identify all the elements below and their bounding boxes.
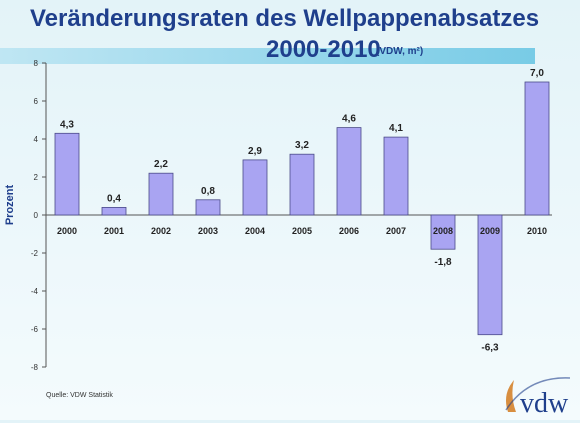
- bar-2003: [195, 199, 221, 216]
- y-tick-label: 8: [34, 59, 39, 68]
- bar-2005: [289, 153, 315, 216]
- value-label-2008: -1,8: [434, 257, 452, 268]
- bar-2004: [242, 159, 268, 216]
- bar-2010: [524, 81, 550, 216]
- x-tick-label-2005: 2005: [292, 226, 312, 236]
- bar-2001: [101, 206, 127, 216]
- x-tick-label-2008: 2008: [433, 226, 453, 236]
- chart-title-line1: Veränderungsraten des Wellpappenabsatzes: [30, 5, 540, 32]
- y-tick-label: -2: [31, 249, 39, 258]
- bars: [54, 81, 550, 336]
- x-tick-label-2006: 2006: [339, 226, 359, 236]
- vdw-logo-graphic: vdw: [505, 377, 571, 419]
- value-label-2006: 4,6: [342, 114, 356, 125]
- logo-text: vdw: [520, 388, 569, 418]
- x-tick-label-2000: 2000: [57, 226, 77, 236]
- y-tick-label: -6: [31, 325, 39, 334]
- source-note: Quelle: VDW Statistik: [46, 392, 113, 399]
- value-label-2010: 7,0: [530, 68, 544, 79]
- x-tick-label-2007: 2007: [386, 226, 406, 236]
- value-label-2007: 4,1: [389, 123, 403, 134]
- title-band: [0, 48, 535, 64]
- y-axis: -8 -6 -4 -2 0 2 4 6 8: [31, 59, 552, 372]
- y-axis-label: Prozent: [4, 184, 16, 225]
- bar-2002: [148, 172, 174, 216]
- bar-2006: [336, 127, 362, 216]
- y-tick-label: -8: [31, 363, 39, 372]
- bar-2008: [430, 214, 456, 250]
- bar-2000: [54, 132, 80, 216]
- value-label-2000: 4,3: [60, 119, 74, 130]
- y-tick-label: 0: [34, 211, 39, 220]
- value-labels: 4,3 0,4 2,2 0,8 2,9 3,2 4,6 4,1 -1,8 -6,3 7,0: [60, 68, 544, 354]
- x-tick-label-2009: 2009: [480, 226, 500, 236]
- bar-2009: [477, 214, 503, 336]
- x-tick-label-2001: 2001: [104, 226, 124, 236]
- value-label-2001: 0,4: [107, 193, 121, 204]
- x-tick-label-2010: 2010: [527, 226, 547, 236]
- y-tick-label: -4: [31, 287, 39, 296]
- value-label-2003: 0,8: [201, 186, 215, 197]
- value-label-2004: 2,9: [248, 146, 262, 157]
- logo-arc: [505, 377, 571, 411]
- vdw-logo: vdw: [498, 372, 578, 419]
- y-tick-label: 2: [34, 173, 39, 182]
- y-tick-label: 4: [34, 135, 39, 144]
- chart-title-line2: 2000-2010: [266, 36, 381, 63]
- x-tick-label-2003: 2003: [198, 226, 218, 236]
- value-label-2009: -6,3: [481, 343, 499, 354]
- bar-2007: [383, 136, 409, 216]
- x-tick-label-2002: 2002: [151, 226, 171, 236]
- chart-subtitle: (VDW, m²): [376, 46, 424, 57]
- x-tick-labels: 2000 2001 2002 2003 2004 2005 2006 2007 2008 2009…: [57, 226, 547, 236]
- y-tick-label: 6: [34, 97, 39, 106]
- value-label-2002: 2,2: [154, 159, 168, 170]
- x-tick-label-2004: 2004: [245, 226, 265, 236]
- logo-swoosh: [506, 380, 516, 412]
- value-label-2005: 3,2: [295, 140, 309, 151]
